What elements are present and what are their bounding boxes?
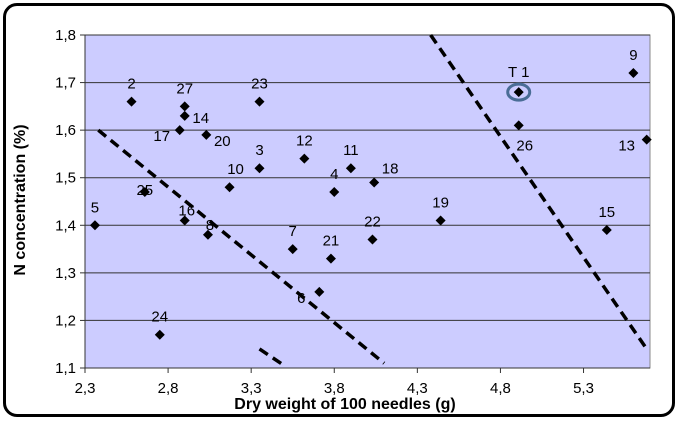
data-point-label: 11 — [343, 142, 359, 159]
data-point — [89, 220, 100, 231]
data-point-label: 21 — [323, 233, 340, 250]
point-labels: 2 27 14 17 20 23 3 12 11 4 18 25 10 16 8 5 7 21 6 22 19 24 T 1… — [91, 47, 638, 326]
data-point-label: 14 — [192, 110, 209, 127]
y-tick-label: 1,1 — [55, 360, 76, 377]
data-point — [367, 234, 378, 245]
data-point — [314, 286, 325, 297]
x-tick-label: 2,8 — [158, 380, 179, 397]
data-point-label: 15 — [598, 204, 615, 221]
data-point — [254, 163, 265, 174]
data-point-label: 24 — [151, 309, 168, 326]
data-point-label: 20 — [214, 133, 231, 150]
data-point-label: 2 — [127, 76, 135, 93]
data-point — [139, 186, 150, 197]
data-point — [513, 120, 524, 131]
data-point-label: 18 — [382, 160, 399, 177]
y-tick-label: 1,3 — [55, 265, 76, 282]
data-point — [174, 125, 185, 136]
y-tick-labels: 1,1 1,2 1,3 1,4 1,5 1,6 1,7 1,8 — [55, 27, 76, 377]
y-tick-label: 1,6 — [55, 122, 76, 139]
y-tick-label: 1,4 — [55, 217, 76, 234]
data-point-label: 3 — [255, 142, 263, 159]
data-point — [126, 96, 137, 107]
data-point-label: 17 — [153, 128, 170, 145]
data-point-label: 8 — [206, 217, 214, 234]
data-point-label: 7 — [289, 223, 297, 240]
data-point — [329, 186, 340, 197]
data-point — [224, 182, 235, 193]
data-point — [287, 244, 298, 255]
y-tick-label: 1,2 — [55, 312, 76, 329]
x-tick-label: 4,3 — [407, 380, 428, 397]
x-tick-label: 4,8 — [490, 380, 511, 397]
data-point — [641, 134, 652, 145]
data-point — [513, 87, 524, 98]
data-point-label: 9 — [629, 47, 637, 64]
data-point — [435, 215, 446, 226]
data-point-label: 10 — [227, 161, 244, 178]
data-point-label: 12 — [296, 133, 313, 150]
plot-area — [84, 34, 651, 369]
y-axis-label: N concentration (%) — [12, 124, 29, 275]
data-point-label: 22 — [364, 214, 381, 231]
data-point-label: 16 — [178, 203, 195, 220]
data-point-label: 26 — [516, 137, 533, 154]
x-tick-label: 5,3 — [573, 380, 594, 397]
bottom-dashed-line — [258, 347, 286, 368]
x-tick-labels: 2,3 2,8 3,3 3,8 4,3 4,8 5,3 — [75, 380, 594, 397]
data-point — [202, 229, 213, 240]
axes — [80, 34, 650, 373]
x-tick-label: 3,8 — [324, 380, 345, 397]
data-point — [369, 177, 380, 188]
x-tick-label: 2,3 — [75, 380, 96, 397]
data-point-label: T 1 — [508, 64, 529, 81]
y-tick-label: 1,5 — [55, 170, 76, 187]
data-point — [299, 153, 310, 164]
data-point-label: 19 — [432, 195, 449, 212]
data-point — [254, 96, 265, 107]
trend-lines — [97, 34, 649, 368]
data-point — [345, 163, 356, 174]
highlight-ring — [506, 82, 532, 102]
x-axis-label: Dry weight of 100 needles (g) — [234, 396, 455, 413]
data-point-label: 27 — [176, 80, 193, 97]
data-point-label: 25 — [136, 182, 153, 199]
y-tick-label: 1,7 — [55, 75, 76, 92]
left-dashed-line — [97, 128, 386, 365]
x-tick-label: 3,3 — [241, 380, 262, 397]
data-point — [179, 101, 190, 112]
data-point — [628, 68, 639, 79]
data-point — [179, 110, 190, 121]
data-point-label: 23 — [251, 76, 268, 93]
data-point-label: 5 — [91, 199, 99, 216]
data-point — [601, 225, 612, 236]
y-tick-label: 1,8 — [55, 27, 76, 44]
data-points — [89, 68, 652, 340]
data-point — [201, 129, 212, 140]
data-point — [154, 329, 165, 340]
data-point — [179, 215, 190, 226]
data-point-label: 4 — [330, 166, 338, 183]
data-point-label: 13 — [618, 138, 635, 155]
data-point-label: 6 — [297, 290, 305, 307]
data-point — [325, 253, 336, 264]
